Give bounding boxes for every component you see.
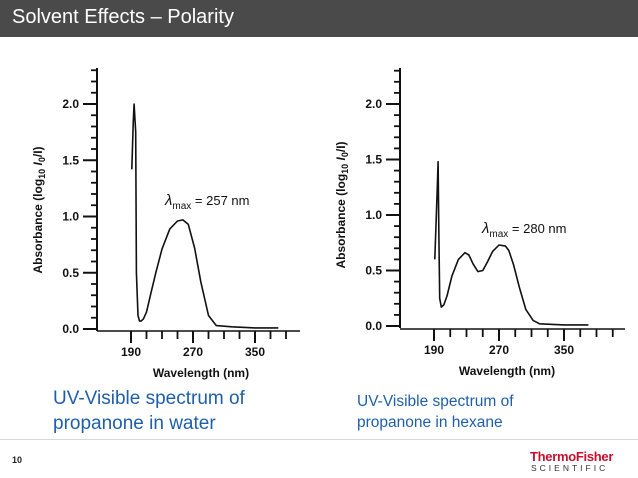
- y-tick-label: 2.0: [62, 97, 79, 111]
- slide-number: 10: [12, 455, 23, 465]
- slide-title-bar: Solvent Effects – Polarity: [0, 0, 638, 37]
- y-axis-label: Absorbance (log10 I0/I): [334, 141, 350, 268]
- y-tick-label: 1.5: [365, 153, 382, 167]
- spectrum-line: [131, 103, 279, 329]
- slide-title: Solvent Effects – Polarity: [12, 6, 234, 28]
- y-tick-label: 0.0: [365, 319, 382, 333]
- y-tick-label: 1.0: [62, 210, 79, 224]
- x-axis-label: Wavelength (nm): [153, 366, 249, 380]
- y-tick-label: 1.0: [365, 208, 382, 222]
- y-tick-label: 1.5: [62, 153, 79, 167]
- logo-sub-text: SCIENTIFIC: [531, 463, 609, 473]
- y-tick-label: 0.5: [62, 266, 79, 280]
- lambda-max-annotation: λmax = 280 nm: [481, 220, 566, 240]
- caption-water-line-2: propanone in water: [53, 413, 216, 434]
- x-tick-label: 270: [183, 345, 203, 359]
- x-tick-label: 190: [424, 343, 444, 357]
- thermo-fisher-logo: ThermoFisher SCIENTIFIC: [530, 449, 630, 475]
- spectrum-line: [434, 160, 589, 326]
- x-tick-label: 270: [489, 343, 509, 357]
- caption-hexane: UV-Visible spectrum of propanone in hexa…: [357, 391, 514, 433]
- y-tick-label: 0.0: [62, 322, 79, 336]
- footer-divider: [0, 439, 638, 440]
- caption-water: UV-Visible spectrum of propanone in wate…: [53, 386, 245, 436]
- y-tick-label: 0.5: [365, 264, 382, 278]
- y-tick-label: 2.0: [365, 97, 382, 111]
- x-tick-label: 350: [554, 343, 574, 357]
- x-tick-label: 350: [245, 345, 265, 359]
- logo-main-text: ThermoFisher: [530, 449, 614, 464]
- x-tick-label: 190: [121, 345, 141, 359]
- x-axis-label: Wavelength (nm): [459, 364, 555, 378]
- caption-water-line-1: UV-Visible spectrum of: [53, 388, 245, 409]
- y-axis-label: Absorbance (log10 I0/I): [31, 146, 47, 273]
- lambda-max-annotation: λmax = 257 nm: [164, 192, 249, 212]
- caption-hexane-line-2: propanone in hexane: [357, 414, 503, 431]
- caption-hexane-line-1: UV-Visible spectrum of: [357, 393, 514, 410]
